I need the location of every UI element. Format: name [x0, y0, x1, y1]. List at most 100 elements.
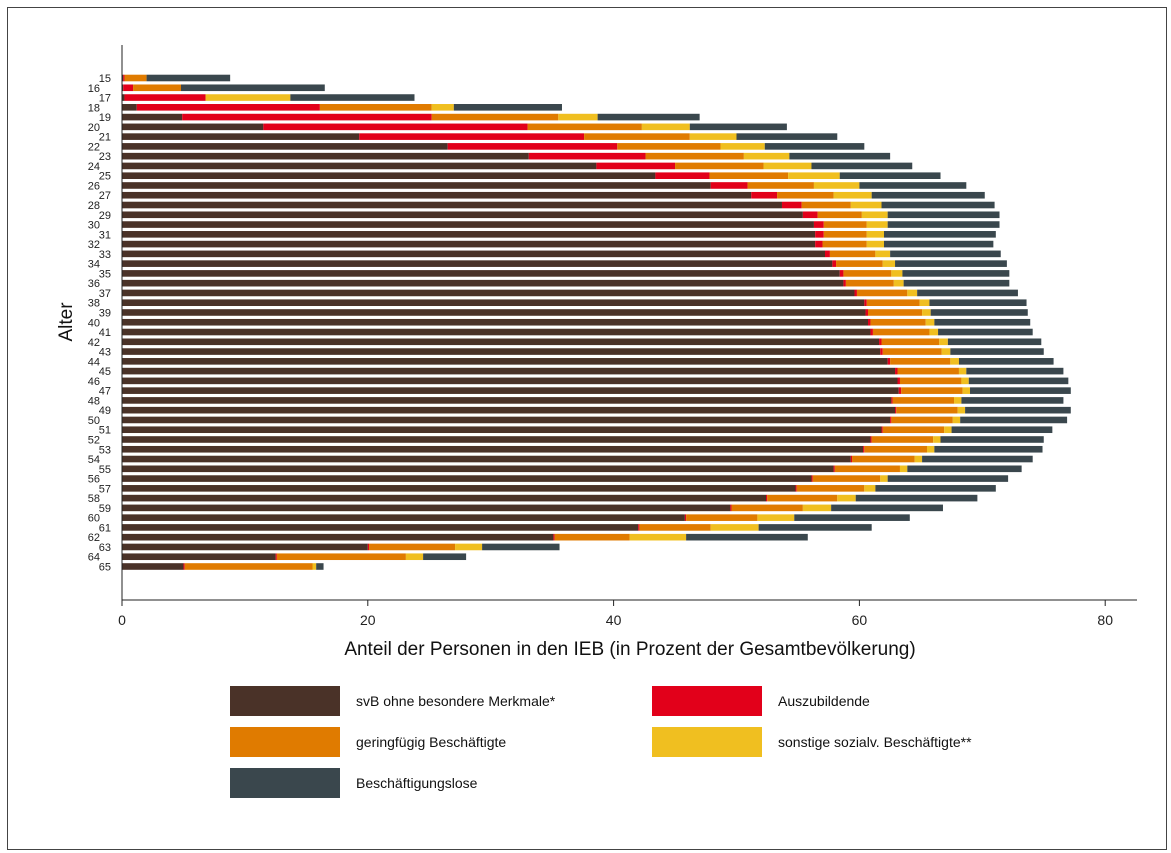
y-tick-label-64: 64: [88, 552, 100, 564]
bar-segment-age-59-series-0: [122, 504, 731, 512]
y-tick-label-59: 59: [99, 503, 111, 515]
bar-segment-age-48-series-3: [954, 397, 962, 404]
bar-segment-age-55-series-2: [834, 465, 900, 473]
bar-segment-age-61-series-0: [122, 524, 639, 531]
y-tick-label-33: 33: [99, 249, 111, 261]
bar-segment-age-26-series-2: [747, 182, 814, 189]
y-tick-label-35: 35: [99, 268, 111, 280]
y-tick-label-62: 62: [88, 532, 100, 544]
bar-segment-age-36-series-1: [843, 279, 846, 287]
bar-segment-age-56-series-1: [811, 475, 813, 482]
bar-segment-age-35-series-2: [843, 270, 892, 277]
bar-segment-age-51-series-0: [122, 426, 882, 434]
bar-segment-age-64-series-2: [276, 553, 406, 561]
bar-segment-age-19-series-3: [558, 113, 598, 121]
bar-segment-age-38-series-0: [122, 299, 865, 307]
bar-segment-age-57-series-2: [796, 485, 865, 492]
bar-segment-age-17-series-1: [124, 94, 206, 101]
bar-segment-age-24-series-1: [596, 162, 676, 170]
bar-segment-age-17-series-0: [122, 94, 125, 101]
bar-segment-age-54-series-1: [850, 455, 853, 463]
bar-segment-age-59-series-1: [730, 504, 732, 512]
bar-segment-age-42-series-1: [879, 338, 882, 346]
y-tick-label-41: 41: [99, 327, 111, 339]
bar-segment-age-36-series-4: [903, 279, 1010, 287]
bar-segment-age-37-series-2: [856, 289, 908, 297]
bar-segment-age-28-series-1: [781, 201, 802, 209]
bar-segment-age-53-series-4: [934, 445, 1043, 453]
bar-segment-age-18-series-3: [431, 104, 454, 111]
bar-segment-age-42-series-3: [939, 338, 948, 346]
bar-segment-age-23-series-1: [528, 152, 646, 160]
bar-segment-age-47-series-4: [970, 387, 1071, 394]
bar-segment-age-52-series-4: [940, 436, 1044, 443]
bar-segment-age-51-series-2: [882, 426, 945, 434]
bar-segment-age-26-series-4: [859, 182, 967, 189]
bar-segment-age-63-series-2: [369, 543, 456, 551]
bar-segment-age-19-series-2: [431, 113, 559, 121]
bar-segment-age-19-series-4: [597, 113, 700, 121]
bar-segment-age-21-series-0: [122, 133, 360, 140]
bar-segment-age-62-series-1: [553, 533, 555, 541]
bar-segment-age-52-series-1: [870, 436, 872, 443]
y-tick-label-30: 30: [88, 220, 100, 232]
y-tick-label-60: 60: [88, 513, 100, 525]
bar-segment-age-64-series-1: [275, 553, 277, 561]
y-tick-label-54: 54: [88, 454, 100, 466]
bar-segment-age-28-series-4: [881, 201, 995, 209]
bar-segment-age-16-series-1: [123, 84, 134, 92]
bar-segment-age-57-series-3: [864, 485, 876, 492]
y-tick-label-32: 32: [88, 239, 100, 251]
bar-segment-age-34-series-4: [895, 260, 1007, 267]
bar-segment-age-35-series-0: [122, 270, 840, 277]
bar-segment-age-34-series-0: [122, 260, 833, 267]
bar-segment-age-22-series-0: [122, 143, 448, 150]
bar-segment-age-60-series-0: [122, 514, 685, 521]
bar-segment-age-16-series-0: [122, 84, 124, 92]
bar-segment-age-48-series-2: [892, 397, 955, 404]
bar-segment-age-42-series-2: [881, 338, 940, 346]
bar-segment-age-31-series-1: [815, 231, 824, 238]
bar-segment-age-27-series-3: [833, 191, 872, 199]
bar-segment-age-21-series-1: [359, 133, 585, 140]
bar-segment-age-54-series-0: [122, 455, 851, 463]
bar-segment-age-15-series-4: [146, 74, 231, 82]
y-tick-label-65: 65: [99, 562, 111, 574]
bar-segment-age-49-series-1: [895, 406, 897, 414]
bar-segment-age-38-series-2: [866, 299, 920, 307]
bar-segment-age-63-series-4: [482, 543, 560, 551]
y-tick-label-56: 56: [88, 474, 100, 486]
bar-segment-age-35-series-1: [839, 270, 844, 277]
bar-segment-age-45-series-2: [897, 367, 959, 375]
legend: svB ohne besondere Merkmale* Auszubildend…: [230, 686, 972, 798]
bar-segment-age-40-series-1: [868, 318, 871, 326]
bar-segment-age-65-series-0: [122, 563, 184, 570]
bar-segment-age-63-series-3: [455, 543, 483, 551]
y-tick-label-17: 17: [99, 93, 111, 105]
y-tick-label-15: 15: [99, 73, 111, 85]
bar-segment-age-43-series-4: [950, 348, 1044, 355]
bar-segment-age-55-series-0: [122, 465, 834, 473]
bar-segment-age-57-series-0: [122, 485, 796, 492]
bars-group: [122, 74, 1071, 570]
bar-segment-age-33-series-1: [824, 250, 830, 258]
bar-segment-age-25-series-3: [788, 172, 840, 179]
x-tick-label-0: 0: [118, 612, 126, 628]
bar-segment-age-42-series-4: [947, 338, 1042, 346]
y-tick-label-25: 25: [99, 171, 111, 183]
bar-segment-age-43-series-3: [941, 348, 951, 355]
bar-segment-age-28-series-0: [122, 201, 782, 209]
bar-segment-age-61-series-3: [710, 524, 759, 531]
bar-segment-age-25-series-2: [709, 172, 789, 179]
y-tick-label-37: 37: [99, 288, 111, 300]
bar-segment-age-60-series-2: [686, 514, 758, 521]
bar-segment-age-49-series-0: [122, 406, 896, 414]
bar-segment-age-39-series-3: [922, 309, 931, 316]
bar-segment-age-61-series-4: [758, 524, 872, 531]
bar-segment-age-26-series-3: [813, 182, 860, 189]
bar-segment-age-47-series-3: [962, 387, 971, 394]
bar-segment-age-41-series-1: [870, 328, 873, 336]
x-axis-ticks: 0 20 40 60 80: [118, 600, 1113, 628]
bar-segment-age-23-series-4: [789, 152, 891, 160]
bar-segment-age-24-series-4: [811, 162, 913, 170]
